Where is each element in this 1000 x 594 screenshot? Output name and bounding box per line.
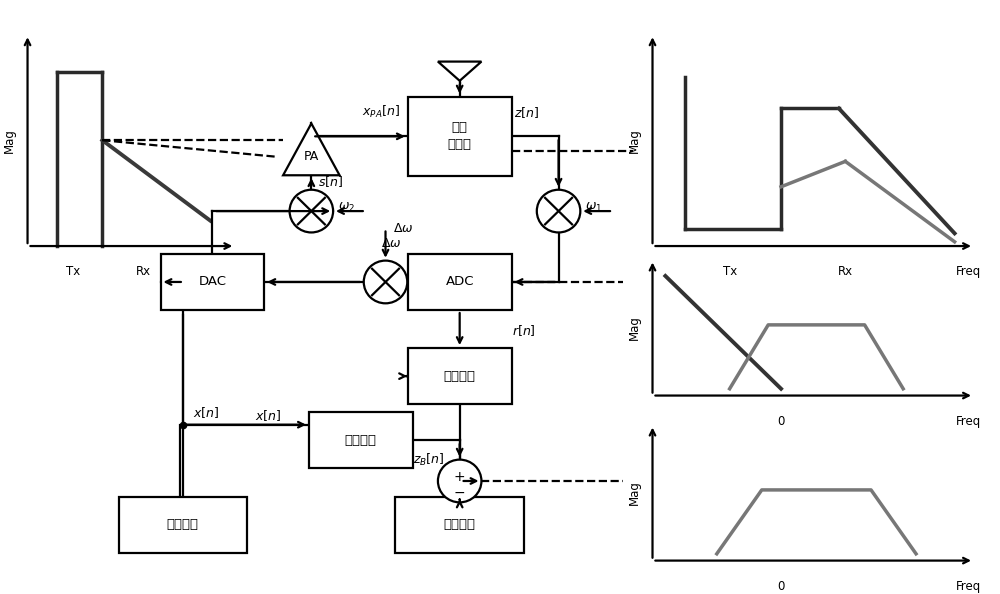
Circle shape (438, 460, 481, 503)
Bar (161, 254, 264, 310)
Text: Freq: Freq (218, 266, 243, 279)
Text: 时延调整: 时延调整 (444, 369, 476, 383)
Text: 双工
滤波器: 双工 滤波器 (448, 121, 472, 151)
Text: $r[n]$: $r[n]$ (512, 323, 536, 338)
Text: 0: 0 (777, 580, 785, 593)
Text: Tx: Tx (723, 266, 737, 279)
Text: Freq: Freq (956, 580, 982, 593)
Text: $\omega_2$: $\omega_2$ (338, 201, 355, 214)
Bar (119, 497, 247, 553)
Text: Tx: Tx (66, 266, 80, 279)
Text: $\omega_1$: $\omega_1$ (585, 201, 602, 214)
Text: Mag: Mag (628, 315, 641, 340)
Text: Freq: Freq (956, 266, 982, 279)
Bar (408, 97, 512, 176)
Circle shape (290, 189, 333, 232)
Bar (408, 348, 512, 405)
Text: $x[n]$: $x[n]$ (255, 408, 281, 423)
Text: $x[n]$: $x[n]$ (193, 405, 219, 420)
Text: Mag: Mag (628, 480, 641, 505)
Circle shape (537, 189, 580, 232)
Text: Rx: Rx (838, 266, 853, 279)
Text: Mag: Mag (628, 128, 641, 153)
Bar (395, 497, 524, 553)
Text: $\Delta\omega$: $\Delta\omega$ (381, 237, 402, 250)
Bar (309, 412, 413, 468)
Text: +: + (454, 470, 465, 484)
Text: $s[n]$: $s[n]$ (318, 175, 343, 189)
Text: $\Delta\omega$: $\Delta\omega$ (393, 222, 414, 235)
Text: $z[n]$: $z[n]$ (514, 105, 539, 120)
Text: Mag: Mag (3, 128, 16, 153)
Text: ADC: ADC (445, 276, 474, 289)
Text: $z_B[n]$: $z_B[n]$ (413, 451, 445, 467)
Text: DAC: DAC (198, 276, 226, 289)
Text: 0: 0 (777, 415, 785, 428)
Text: Freq: Freq (956, 415, 982, 428)
Text: Rx: Rx (136, 266, 151, 279)
Text: 接收支路: 接收支路 (444, 518, 476, 531)
Text: $x_{PA}[n]$: $x_{PA}[n]$ (362, 104, 400, 120)
Text: −: − (454, 486, 465, 500)
Text: 干扰重建: 干扰重建 (345, 434, 377, 447)
Circle shape (364, 261, 407, 304)
Text: 发射支路: 发射支路 (167, 518, 199, 531)
Text: PA: PA (304, 150, 319, 163)
Polygon shape (283, 124, 340, 175)
Bar (408, 254, 512, 310)
